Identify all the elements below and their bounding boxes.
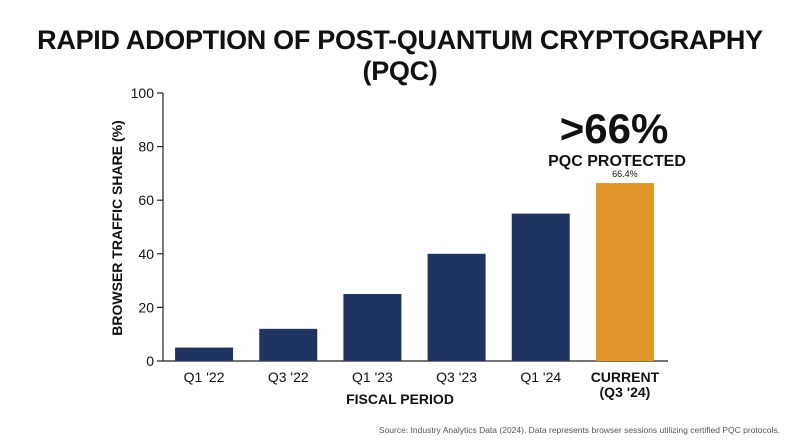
y-tick-label: 80: [138, 139, 154, 155]
y-tick-label: 20: [138, 299, 154, 315]
y-axis-label: BROWSER TRAFFIC SHARE (%): [109, 120, 125, 335]
y-tick-label: 60: [138, 192, 154, 208]
bar: [595, 183, 654, 361]
x-axis-label: FISCAL PERIOD: [346, 391, 454, 407]
bar: [427, 253, 486, 361]
chart-title: RAPID ADOPTION OF POST-QUANTUM CRYPTOGRA…: [37, 25, 763, 86]
y-axis: 0 20 40 60 80 100: [131, 85, 164, 369]
x-tick-label: Q1 '24: [520, 369, 561, 385]
y-tick-label: 40: [138, 246, 154, 262]
bar: [175, 347, 234, 361]
x-tick-label: Q3 '22: [268, 369, 309, 385]
bar: [511, 213, 570, 361]
y-tick-label: 0: [146, 353, 154, 369]
annotation-headline: >66%: [560, 105, 669, 152]
source-note: Source: Industry Analytics Data (2024). …: [378, 425, 780, 435]
bar: [259, 328, 318, 361]
x-tick-label: Q1 '22: [184, 369, 225, 385]
x-tick-label-line2: (Q3 '24): [600, 384, 651, 400]
annotation-subline: PQC PROTECTED: [548, 153, 686, 170]
x-tick-label: Q1 '23: [352, 369, 393, 385]
x-tick-label: CURRENT: [591, 369, 660, 385]
y-tick-label: 100: [131, 85, 155, 101]
x-tick-label: Q3 '23: [436, 369, 477, 385]
category-labels: Q1 '22 Q3 '22 Q1 '23 Q3 '23 Q1 '24 CURRENT(Q3…: [184, 369, 660, 400]
bars: 66.4%: [175, 169, 654, 361]
bar: [343, 294, 402, 361]
data-label: 66.4%: [612, 169, 638, 179]
